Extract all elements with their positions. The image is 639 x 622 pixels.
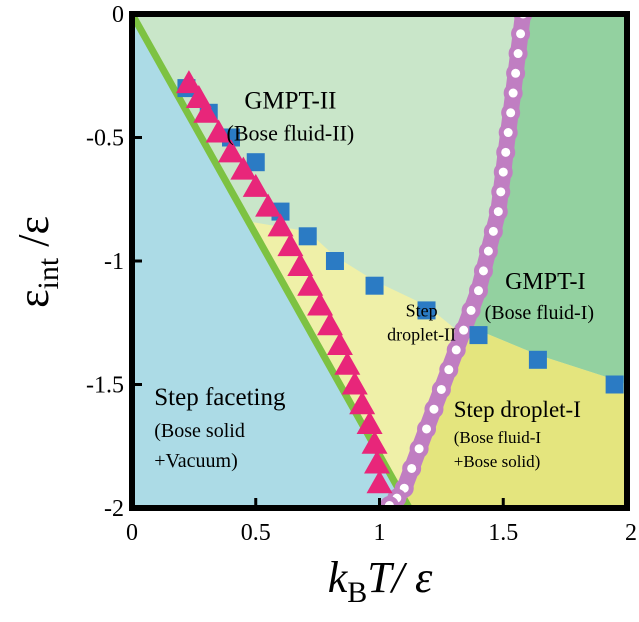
pink-triangle-marker xyxy=(307,292,334,316)
region-bose-fluid-I xyxy=(453,14,627,385)
region-label-droplet-i: Step droplet-I xyxy=(454,397,581,422)
region-label-faceting-sub: (Bose solid xyxy=(154,420,245,442)
pink-triangle-marker xyxy=(287,252,314,276)
region-label-gmpt-ii: GMPT-II xyxy=(244,87,336,114)
pink-triangle-marker xyxy=(341,371,368,395)
pink-triangle-marker xyxy=(267,213,294,237)
purple-ring-marker xyxy=(469,281,488,301)
blue-square-marker xyxy=(417,301,436,320)
y-axis-label: εint /ε xyxy=(9,216,65,308)
pink-triangle-marker xyxy=(361,430,388,454)
region-label-droplet-i-sub2: +Bose solid) xyxy=(454,452,541,471)
x-tick-label: 0 xyxy=(126,520,138,546)
x-tick-label: 1 xyxy=(374,520,386,546)
blue-square-marker xyxy=(298,227,317,246)
purple-ring-marker xyxy=(409,439,429,459)
region-label-gmpt-i: GMPT-I xyxy=(505,269,585,295)
purple-ring-marker xyxy=(511,24,531,44)
purple-ring-marker xyxy=(498,123,518,143)
x-tick-label: 0.5 xyxy=(241,520,271,546)
y-tick-label: -0.5 xyxy=(86,126,124,152)
purple-ring-marker xyxy=(478,241,498,261)
blue-square-marker xyxy=(469,326,488,345)
purple-ring-marker xyxy=(446,340,466,360)
y-tick-label: 0 xyxy=(112,2,124,28)
pink-triangle-marker xyxy=(193,99,220,123)
y-tick-label: -2 xyxy=(104,496,124,522)
blue-square-marker xyxy=(246,153,265,172)
pink-triangle-marker xyxy=(205,119,232,143)
region-label-faceting: Step faceting xyxy=(154,384,286,411)
pink-triangle-marker xyxy=(175,70,202,94)
region-label-faceting-sub2: +Vacuum) xyxy=(154,450,237,472)
blue-square-marker xyxy=(528,350,547,369)
purple-ring-marker xyxy=(488,202,508,222)
purple-ring-marker xyxy=(508,44,528,64)
purple-ring-marker xyxy=(491,182,511,202)
purple-ring-marker xyxy=(424,399,444,419)
pink-triangle-marker xyxy=(297,272,324,296)
purple-ring-marker xyxy=(501,103,521,123)
region-label-droplet-i-sub: (Bose fluid-I xyxy=(454,428,542,447)
purple-ring-marker xyxy=(431,379,451,399)
x-tick-label: 1.5 xyxy=(488,520,518,546)
pink-triangle-marker xyxy=(364,450,391,474)
pink-triangle-marker xyxy=(356,411,383,435)
blue-square-marker xyxy=(605,375,624,394)
blue-square-marker xyxy=(365,276,384,295)
region-label-gmpt-ii-sub: (Bose fluid-II) xyxy=(227,120,355,145)
purple-ring-marker xyxy=(417,419,437,439)
region-label-gmpt-i-sub: (Bose fluid-I) xyxy=(485,302,594,324)
pink-triangle-marker xyxy=(349,391,376,415)
x-tick-label: 2 xyxy=(625,520,637,546)
purple-ring-marker xyxy=(503,83,523,103)
region-label-droplet-ii-sub: droplet-II xyxy=(387,324,456,344)
pink-triangle-marker xyxy=(277,233,304,257)
pink-triangle-marker xyxy=(326,331,353,355)
pink-triangle-marker xyxy=(334,351,361,375)
y-tick-label: -1 xyxy=(104,249,124,275)
purple-ring-marker xyxy=(473,261,493,281)
pink-triangle-marker xyxy=(317,312,343,336)
purple-ring-marker xyxy=(506,63,526,83)
blue-square-marker xyxy=(325,252,344,270)
purple-ring-marker xyxy=(454,320,474,340)
purple-ring-marker xyxy=(493,162,513,182)
x-axis-label: kBT/ ε xyxy=(328,553,433,609)
pink-triangle-marker xyxy=(230,156,257,180)
purple-ring-marker xyxy=(402,458,422,478)
purple-ring-marker xyxy=(439,360,459,380)
purple-ring-marker xyxy=(496,142,516,162)
region-label-droplet-ii: Step xyxy=(406,300,438,320)
pink-triangle-marker xyxy=(242,173,269,197)
purple-ring-marker xyxy=(461,300,481,320)
y-tick-label: -1.5 xyxy=(86,373,124,399)
purple-ring-marker xyxy=(483,221,503,241)
pink-triangle-marker xyxy=(366,470,393,494)
pink-triangle-marker xyxy=(218,139,244,163)
pink-triangle-marker xyxy=(255,193,282,217)
